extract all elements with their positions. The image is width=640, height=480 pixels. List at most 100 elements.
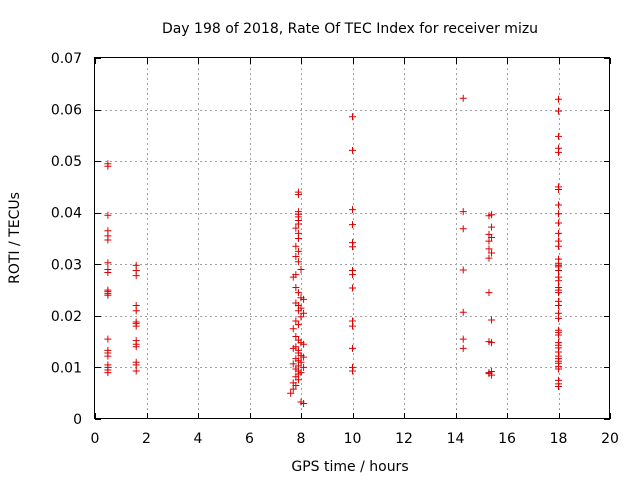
data-point-marker bbox=[300, 353, 308, 361]
data-point-marker bbox=[104, 369, 112, 377]
data-point-marker bbox=[459, 225, 467, 233]
data-point-marker bbox=[488, 249, 496, 257]
data-point-marker bbox=[349, 271, 356, 279]
x-tick-label: 4 bbox=[194, 431, 203, 447]
data-point-marker bbox=[132, 361, 140, 369]
data-point-marker bbox=[294, 289, 302, 297]
data-point-marker bbox=[555, 289, 562, 297]
tick-labels: 0 2 4 6 8 10 12 14 16 18 20 0 0.01 0.02 0.03 0.04 0.05 0.… bbox=[51, 51, 619, 447]
data-point-marker bbox=[349, 206, 356, 214]
data-point-marker bbox=[459, 344, 467, 352]
data-point-marker bbox=[132, 322, 140, 330]
x-axis-label: GPS time / hours bbox=[291, 459, 408, 475]
data-point-marker bbox=[289, 385, 297, 393]
data-point-marker bbox=[349, 243, 356, 251]
data-point-marker bbox=[555, 266, 562, 274]
data-point-marker bbox=[289, 325, 297, 333]
data-point-marker bbox=[289, 344, 297, 352]
data-point-marker bbox=[287, 389, 295, 397]
data-point-marker bbox=[297, 265, 305, 273]
x-tick-label: 12 bbox=[395, 431, 413, 447]
y-tick-label: 0.02 bbox=[51, 309, 82, 325]
x-tick-label: 16 bbox=[498, 431, 516, 447]
data-point-marker bbox=[488, 371, 496, 379]
data-point-marker bbox=[485, 289, 493, 297]
data-point-marker bbox=[294, 235, 302, 242]
data-point-marker bbox=[300, 363, 308, 371]
data-point-marker bbox=[555, 331, 562, 339]
data-point-marker bbox=[132, 272, 140, 280]
data-point-marker bbox=[459, 94, 467, 102]
y-tick-label: 0.03 bbox=[51, 257, 82, 273]
data-point-marker bbox=[555, 219, 562, 227]
data-point-marker bbox=[294, 247, 302, 255]
data-point-marker bbox=[485, 245, 493, 253]
x-tick-label: 20 bbox=[601, 431, 619, 447]
data-point-marker bbox=[459, 266, 467, 274]
data-point-marker bbox=[349, 146, 356, 154]
x-tick-label: 8 bbox=[297, 431, 306, 447]
data-point-marker bbox=[289, 360, 297, 368]
data-point-marker bbox=[292, 253, 300, 261]
data-point-marker bbox=[555, 314, 562, 322]
data-point-marker bbox=[132, 343, 140, 351]
data-point-marker bbox=[488, 233, 496, 241]
data-point-marker bbox=[459, 208, 467, 216]
data-point-marker bbox=[292, 242, 300, 250]
data-point-marker bbox=[485, 212, 493, 220]
data-point-marker bbox=[555, 229, 562, 237]
data-point-marker bbox=[485, 254, 493, 262]
data-point-marker bbox=[104, 291, 112, 299]
data-point-marker bbox=[132, 307, 140, 315]
data-point-marker bbox=[294, 220, 302, 228]
data-point-marker bbox=[297, 313, 305, 321]
data-point-marker bbox=[300, 309, 308, 317]
x-tick-label: 6 bbox=[245, 431, 254, 447]
data-point-marker bbox=[555, 186, 562, 194]
data-point-marker bbox=[294, 376, 302, 384]
y-tick-label: 0 bbox=[73, 412, 82, 428]
data-point-marker bbox=[104, 236, 112, 244]
x-tick-label: 18 bbox=[550, 431, 568, 447]
data-point-marker bbox=[555, 302, 562, 310]
y-tick-label: 0.05 bbox=[51, 154, 82, 170]
y-axis-label: ROTI / TECUs bbox=[7, 192, 23, 284]
data-point-marker bbox=[349, 284, 356, 292]
data-point-marker bbox=[555, 107, 562, 115]
data-point-marker bbox=[555, 201, 562, 209]
y-tick-label: 0.04 bbox=[51, 206, 82, 222]
data-point-marker bbox=[294, 321, 302, 329]
data-point-marker bbox=[555, 365, 562, 373]
x-tick-label: 0 bbox=[91, 431, 100, 447]
data-point-marker bbox=[488, 316, 496, 324]
data-point-marker bbox=[292, 317, 300, 325]
data-point-marker bbox=[300, 400, 308, 408]
data-point-marker bbox=[292, 381, 300, 389]
data-point-marker bbox=[485, 237, 493, 245]
data-point-marker bbox=[555, 95, 562, 103]
y-tick-label: 0.07 bbox=[51, 51, 82, 67]
data-point-marker bbox=[555, 132, 562, 140]
data-point-marker bbox=[349, 344, 356, 352]
data-point-marker bbox=[459, 335, 467, 343]
data-point-marker bbox=[349, 221, 356, 229]
data-point-marker bbox=[104, 259, 112, 267]
data-point-marker bbox=[349, 367, 356, 375]
x-tick-label: 14 bbox=[447, 431, 465, 447]
grid-lines bbox=[95, 58, 610, 419]
data-point-marker bbox=[132, 367, 140, 375]
data-point-marker bbox=[294, 258, 302, 266]
x-tick-label: 2 bbox=[142, 431, 151, 447]
data-point-marker bbox=[104, 335, 112, 343]
chart-title: Day 198 of 2018, Rate Of TEC Index for r… bbox=[162, 21, 538, 37]
x-tick-label: 10 bbox=[344, 431, 362, 447]
data-point-marker bbox=[555, 383, 562, 391]
plot-frame bbox=[94, 57, 610, 419]
data-point-marker bbox=[104, 162, 112, 170]
data-point-marker bbox=[104, 211, 112, 219]
data-point-marker bbox=[294, 191, 302, 199]
data-point-marker bbox=[294, 307, 302, 315]
data-point-marker bbox=[297, 358, 305, 366]
